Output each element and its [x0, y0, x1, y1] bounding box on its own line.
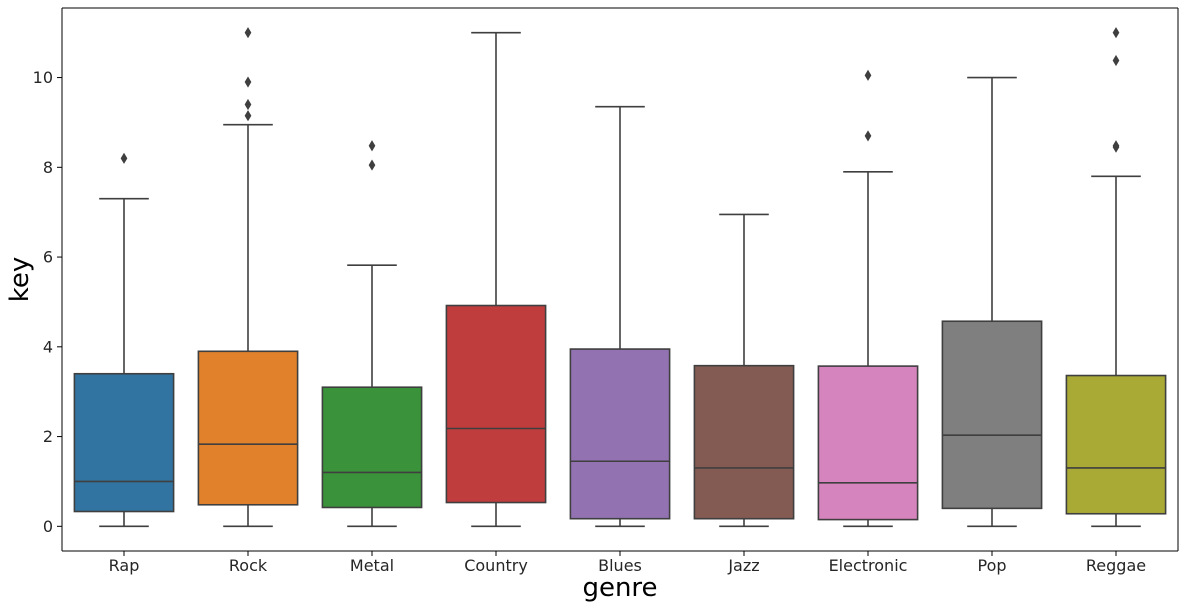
outlier-point: [244, 27, 252, 39]
outlier-point: [1112, 140, 1120, 152]
iqr-box: [445, 304, 547, 504]
x-tick-label: Reggae: [1086, 556, 1146, 575]
box-electronic: [817, 69, 919, 528]
box-rock: [197, 27, 299, 528]
iqr-box: [817, 365, 919, 521]
iqr-box: [693, 364, 795, 520]
iqr-box: [941, 320, 1043, 510]
x-tick-label: Pop: [977, 556, 1006, 575]
box-pop: [941, 76, 1043, 528]
axes-group: 0 2 4 6 8 10 Rap Rock Metal Country Blues Jazz Elect…: [33, 7, 1179, 575]
outlier-point: [864, 130, 872, 142]
boxes-group: [73, 27, 1167, 528]
outlier-point: [244, 110, 252, 122]
box-country: [445, 31, 547, 528]
outlier-point: [1112, 27, 1120, 39]
x-tick-label: Country: [464, 556, 528, 575]
y-tick-label: 8: [43, 158, 53, 177]
outlier-point: [1112, 54, 1120, 67]
box-jazz: [693, 213, 795, 528]
iqr-box: [197, 350, 299, 506]
iqr-box: [1065, 374, 1167, 515]
iqr-box: [321, 386, 423, 509]
outlier-point: [864, 69, 872, 81]
x-tick-label: Metal: [350, 556, 394, 575]
x-tick-label: Rap: [109, 556, 140, 575]
y-tick-label: 6: [43, 248, 53, 267]
y-tick-label: 10: [33, 68, 53, 87]
iqr-box: [569, 348, 671, 520]
x-axis-label: genre: [582, 573, 657, 603]
box-rap: [73, 152, 175, 528]
x-tick-label: Rock: [229, 556, 268, 575]
outlier-point: [244, 98, 252, 111]
box-metal: [321, 140, 423, 528]
box-reggae: [1065, 27, 1167, 528]
outlier-point: [120, 152, 128, 164]
x-tick-label: Electronic: [829, 556, 908, 575]
outlier-point: [244, 76, 252, 88]
x-tick-label: Jazz: [727, 556, 759, 575]
iqr-box: [73, 372, 175, 513]
x-tick-label: Blues: [598, 556, 642, 575]
box-blues: [569, 105, 671, 528]
y-axis-label: key: [5, 257, 35, 303]
outlier-point: [368, 159, 376, 171]
outlier-point: [368, 140, 376, 152]
y-tick-label: 4: [43, 337, 53, 356]
y-tick-label: 2: [43, 427, 53, 446]
y-tick-label: 0: [43, 517, 53, 536]
